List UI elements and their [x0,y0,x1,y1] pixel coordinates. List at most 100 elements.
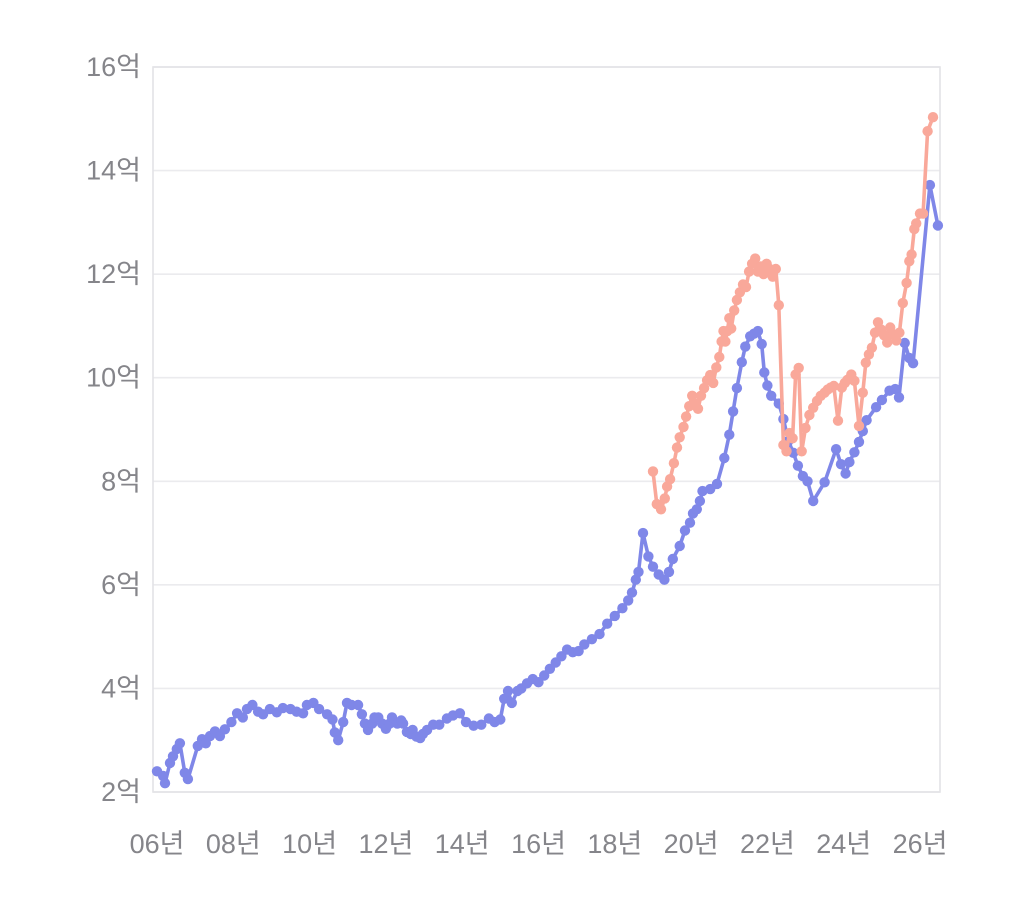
blue-series-point [617,603,628,614]
y-tick-label: 8억 [101,466,141,496]
y-tick-label: 6억 [101,570,141,600]
salmon-series-point [708,377,719,389]
y-tick-label: 14억 [86,156,141,186]
blue-series-point [159,778,171,789]
salmon-series-point [714,351,725,363]
salmon-series-point [917,208,929,219]
salmon-series-point [692,403,704,414]
blue-series-point [740,341,751,352]
blue-series-point [802,476,813,487]
salmon-series-point [711,362,722,373]
blue-series-point [226,716,237,728]
salmon-series-point [724,313,735,324]
blue-series-point [907,358,919,369]
blue-series-point [876,394,888,406]
blue-series-point [182,773,194,785]
salmon-series-point [832,415,844,426]
blue-series-point [667,553,678,565]
salmon-series-point [655,504,667,515]
blue-series-point [830,444,842,455]
blue-series-point [333,735,344,746]
salmon-series-point [698,382,710,394]
blue-series-point [174,738,186,749]
y-tick-label: 2억 [101,777,141,807]
x-tick-label: 14년 [435,829,490,859]
blue-series-point [633,566,644,578]
blue-series-point [454,708,466,719]
salmon-series-point [866,342,878,353]
blue-series-point [338,716,349,728]
salmon-series-point [894,327,905,338]
blue-series-point [870,402,882,413]
salmon-series-point [720,336,731,347]
salmon-series-point [668,458,680,469]
blue-series-point [434,719,445,730]
blue-series-point [352,699,364,711]
salmon-series-point [787,433,798,444]
x-tick-label: 20년 [664,829,719,859]
blue-series-point [727,406,739,417]
blue-series-point [861,415,872,426]
y-tick-label: 4억 [101,673,141,703]
blue-series-point [890,383,901,395]
x-tick-label: 22년 [740,829,795,859]
salmon-series-point [796,446,807,457]
blue-series-point [602,618,613,629]
salmon-series-point [664,474,676,485]
blue-series-point [630,574,641,585]
blue-series-point [674,540,685,552]
salmon-series-point [750,253,761,264]
y-tick-label: 12억 [86,259,141,289]
blue-series-point [853,436,865,448]
blue-series-point [752,325,764,337]
x-tick-label: 26년 [893,829,948,859]
blue-series-point [835,459,847,470]
blue-series-point [719,452,730,464]
salmon-series-point [647,466,659,477]
salmon-series-point [901,277,912,289]
blue-series-point [844,456,855,468]
salmon-series-point [659,493,670,504]
blue-series-point [840,468,851,479]
blue-series-point [759,367,770,378]
blue-series-point [766,390,777,401]
blue-series-point [637,527,649,539]
blue-series-point [731,382,743,394]
salmon-series-point [882,337,893,348]
blue-series-point [762,380,773,391]
salmon-series-point [743,266,755,277]
y-tick-label: 10억 [86,363,141,393]
blue-series-point [899,337,910,349]
blue-series-point [277,702,289,714]
salmon-series-point [922,126,933,137]
blue-series-point [586,634,598,645]
plot-border [152,66,941,793]
blue-series-point [691,504,702,515]
salmon-series-point [674,432,685,443]
salmon-series-point [687,390,698,401]
blue-series-point [643,551,654,562]
blue-series-point [756,338,767,350]
blue-series-point [495,714,506,725]
series-lines [151,112,944,789]
salmon-series-point [781,446,792,457]
salmon-series-point [705,369,716,381]
x-tick-label: 10년 [282,829,337,859]
blue-series-point [792,460,804,471]
salmon-series-point [680,411,692,422]
x-tick-label: 06년 [130,829,185,859]
salmon-series-point [927,112,939,123]
blue-series-point [219,724,231,735]
blue-series-point [506,697,517,709]
blue-series-point [623,595,634,606]
blue-series-point [819,477,830,488]
salmon-series-point [726,323,737,334]
salmon-series-point [740,281,752,293]
salmon-series-point [678,421,689,433]
blue-series-point [694,495,706,507]
salmon-series-point [800,422,811,434]
salmon-series-point [773,300,784,311]
y-tick-label: 16억 [86,52,141,82]
blue-series-point [647,561,659,572]
